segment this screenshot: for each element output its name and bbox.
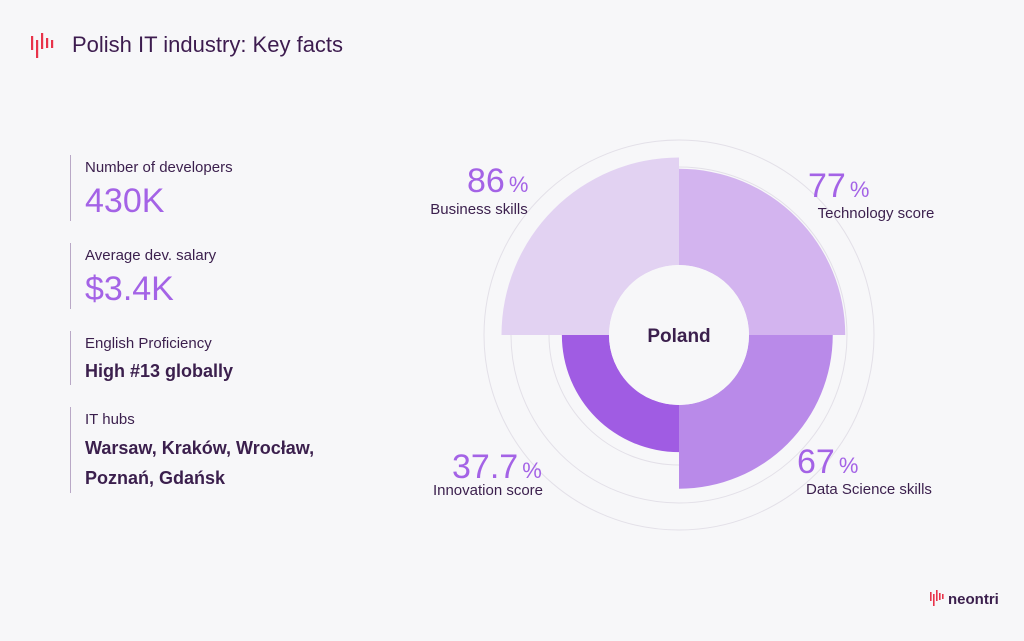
chart-segments (501, 157, 846, 489)
fact-value: 430K (85, 182, 165, 220)
soundwave-logo-icon (31, 33, 54, 58)
chart-data-label: 86% (467, 162, 528, 200)
chart-data-label: 37.7% (452, 448, 542, 486)
fact-value: $3.4K (85, 270, 174, 308)
chart-data-label: 77% (808, 167, 869, 205)
brand-name: neontri (948, 590, 999, 608)
fact-value: High #13 globally (85, 361, 234, 381)
guide-circle (483, 139, 875, 531)
chart-segment-business-skills (501, 157, 679, 335)
fact-label: English Proficiency (85, 335, 212, 352)
chart-center-label: Poland (647, 326, 710, 347)
chart-segment-technology-score (679, 168, 846, 335)
chart-segment-name: Data Science skills (806, 481, 932, 498)
fact-value-line: Warsaw, Kraków, Wrocław, (85, 438, 315, 458)
fact-it-hubs: IT hubs Warsaw, Kraków, Wrocław, Poznań,… (70, 407, 400, 493)
chart-segment-innovation-score (561, 335, 679, 453)
chart-segment-data-science-skills (679, 335, 833, 489)
fact-developers: Number of developers 430K (70, 155, 400, 221)
chart-segment-name: Technology score (818, 205, 935, 222)
fact-english: English Proficiency High #13 globally (70, 331, 400, 385)
fact-label: Number of developers (85, 159, 233, 176)
fact-label: Average dev. salary (85, 247, 217, 264)
chart-data-label: 67% (797, 443, 858, 481)
soundwave-logo-icon (930, 590, 944, 606)
chart-center-hole (609, 265, 749, 405)
brand: neontri (930, 590, 999, 608)
chart-labels: 77 %Technology score 67 %Data Science skill… (430, 162, 934, 499)
fact-value-line: Poznań, Gdańsk (85, 468, 226, 488)
fact-value: Warsaw, Kraków, Wrocław, Poznań, Gdańsk (85, 433, 400, 493)
fact-label: IT hubs (85, 411, 135, 428)
chart-segment-name: Innovation score (433, 482, 543, 499)
page-title: Polish IT industry: Key facts (72, 32, 344, 57)
key-facts-list: Number of developers 430K Average dev. s… (70, 155, 400, 515)
header: Polish IT industry: Key facts (30, 32, 343, 58)
chart-segment-name: Business skills (430, 201, 528, 218)
fact-salary: Average dev. salary $3.4K (70, 243, 400, 309)
